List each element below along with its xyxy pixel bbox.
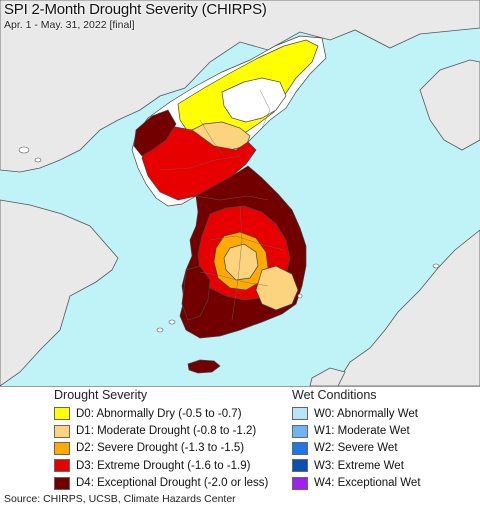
wet-legend-title: Wet Conditions: [292, 388, 377, 402]
legend-label-d0: D0: Abnormally Dry (-0.5 to -0.7): [76, 407, 242, 420]
legend-item-d0: D0: Abnormally Dry (-0.5 to -0.7): [54, 405, 294, 422]
legend-label-d4: D4: Exceptional Drought (-2.0 or less): [76, 477, 269, 490]
legend-item-w2: W2: Severe Wet: [292, 440, 472, 457]
admin-boundaries: [159, 89, 285, 321]
south-korea-west-dark: [181, 265, 211, 321]
north-korea-dark: [133, 109, 177, 157]
legend-item-d4: D4: Exceptional Drought (-2.0 or less): [54, 475, 294, 492]
legend-label-d2: D2: Severe Drought (-1.3 to -1.5): [76, 442, 245, 455]
legend-label-w1: W1: Moderate Wet: [314, 425, 410, 438]
legend-item-w3: W3: Extreme Wet: [292, 457, 472, 474]
south-korea-east-light: [255, 265, 299, 311]
legend-item-w4: W4: Exceptional Wet: [292, 475, 472, 492]
swatch-w0: [292, 407, 308, 421]
legend-label-w0: W0: Abnormally Wet: [314, 407, 418, 420]
north-korea-white-patch: [221, 77, 287, 123]
jeju-island: [187, 359, 221, 374]
drought-map: SPI 2-Month Drought Severity (CHIRPS) Ap…: [0, 0, 480, 386]
swatch-w1: [292, 424, 308, 438]
legend-label-w4: W4: Exceptional Wet: [314, 477, 421, 490]
swatch-w4: [292, 476, 308, 490]
legend-item-w1: W1: Moderate Wet: [292, 422, 472, 439]
swatch-w2: [292, 441, 308, 455]
map-canvas: [0, 0, 480, 386]
legend-label-w3: W3: Extreme Wet: [314, 459, 404, 472]
north-korea-red: [141, 125, 257, 201]
swatch-d3: [54, 459, 70, 473]
legend-label-d1: D1: Moderate Drought (-0.8 to -1.2): [76, 425, 257, 438]
south-korea-light: [223, 243, 259, 281]
drought-legend: Drought Severity D0: Abnormally Dry (-0.…: [54, 388, 294, 492]
islands: [18, 146, 440, 333]
swatch-d1: [54, 424, 70, 438]
legend-item-d2: D2: Severe Drought (-1.3 to -1.5): [54, 440, 294, 457]
korean-peninsula: [131, 35, 327, 374]
legend-item-w0: W0: Abnormally Wet: [292, 405, 472, 422]
neighbor-land: [0, 0, 480, 386]
source-credit: Source: CHIRPS, UCSB, Climate Hazards Ce…: [4, 493, 236, 505]
swatch-d2: [54, 441, 70, 455]
swatch-w3: [292, 459, 308, 473]
divider: [0, 386, 480, 387]
legend-item-d3: D3: Extreme Drought (-1.6 to -1.9): [54, 457, 294, 474]
legend-item-d1: D1: Moderate Drought (-0.8 to -1.2): [54, 422, 294, 439]
swatch-d0: [54, 407, 70, 421]
legend-label-d3: D3: Extreme Drought (-1.6 to -1.9): [76, 459, 251, 472]
drought-legend-title: Drought Severity: [54, 388, 148, 402]
wet-legend: Wet Conditions W0: Abnormally Wet W1: Mo…: [292, 388, 472, 492]
legend-label-w2: W2: Severe Wet: [314, 442, 398, 455]
map-subtitle: Apr. 1 - May. 31, 2022 [final]: [4, 19, 135, 31]
swatch-d4: [54, 476, 70, 490]
map-title: SPI 2-Month Drought Severity (CHIRPS): [4, 1, 267, 18]
